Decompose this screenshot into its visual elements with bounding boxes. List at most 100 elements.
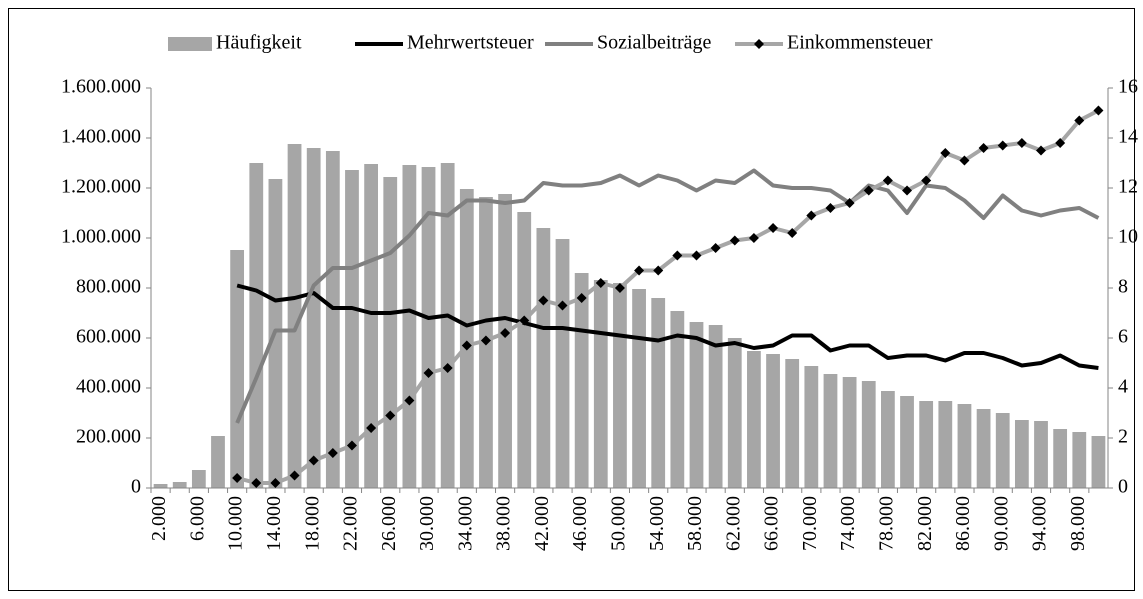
marker <box>346 440 357 451</box>
bar <box>230 250 245 488</box>
x-tick-label: 18.000 <box>301 496 323 551</box>
x-tick-label: 10.000 <box>225 496 247 551</box>
x-tick-label: 46.000 <box>569 496 591 551</box>
y-tick-label: 0 <box>131 476 141 498</box>
x-tick-label: 94.000 <box>1029 496 1051 551</box>
marker <box>825 203 836 213</box>
bar <box>842 377 857 488</box>
marker <box>270 478 281 488</box>
bar <box>957 404 972 488</box>
bar <box>249 163 264 488</box>
bar <box>383 177 398 488</box>
x-tick-label: 14.000 <box>263 496 285 551</box>
y2-tick-label: 16 <box>1118 76 1138 98</box>
marker <box>595 278 606 288</box>
marker <box>1016 138 1027 148</box>
x-tick-label: 62.000 <box>722 496 744 551</box>
marker <box>940 148 951 158</box>
x-tick-label: 38.000 <box>493 496 515 551</box>
y2-tick-label: 2 <box>1118 426 1128 448</box>
marker <box>232 473 243 483</box>
bar <box>325 151 340 488</box>
y2-tick-label: 12 <box>1118 176 1138 198</box>
marker <box>672 250 683 261</box>
bar <box>574 273 589 488</box>
legend-label: Mehrwertsteuer <box>407 32 534 54</box>
bar <box>306 148 321 488</box>
marker <box>978 143 989 153</box>
y-tick-label: 400.000 <box>76 376 141 398</box>
marker <box>748 233 759 243</box>
marker <box>787 228 798 238</box>
bar <box>708 325 723 488</box>
bar <box>287 144 302 488</box>
marker <box>921 175 932 186</box>
y2-tick-label: 14 <box>1118 126 1138 148</box>
bar <box>211 436 225 488</box>
bar <box>1091 436 1106 488</box>
y-tick-label: 1.000.000 <box>61 226 141 248</box>
bar <box>555 239 570 488</box>
marker <box>289 470 300 481</box>
bar <box>823 374 838 488</box>
marker <box>1036 145 1047 156</box>
x-tick-label: 6.000 <box>186 496 208 541</box>
bar <box>938 401 953 488</box>
bar <box>1014 420 1029 488</box>
bar <box>976 409 991 488</box>
line <box>236 283 1099 370</box>
y2-tick-label: 8 <box>1118 276 1128 298</box>
x-tick-label: 78.000 <box>875 496 897 551</box>
bar <box>1034 421 1048 488</box>
marker <box>1055 138 1066 148</box>
marker <box>327 448 338 458</box>
bar <box>785 359 800 488</box>
marker <box>863 185 874 196</box>
bar <box>880 391 895 488</box>
marker <box>461 340 472 351</box>
marker <box>902 185 913 196</box>
y-tick-label: 600.000 <box>76 326 141 348</box>
marker <box>576 293 587 303</box>
x-tick-label: 90.000 <box>990 496 1012 551</box>
legend-label: Häufigkeit <box>216 32 302 54</box>
bar <box>536 228 551 488</box>
marker <box>385 410 396 421</box>
legend-swatch <box>168 37 212 51</box>
bar <box>440 163 455 488</box>
marker <box>882 175 893 186</box>
x-tick-label: 66.000 <box>761 496 783 551</box>
bar <box>517 212 532 488</box>
x-tick-label: 58.000 <box>684 496 706 551</box>
marker <box>366 423 377 433</box>
bar <box>402 165 417 488</box>
marker <box>538 295 549 306</box>
bar <box>670 311 685 488</box>
y-tick-label: 1.200.000 <box>61 176 141 198</box>
legend-label: Sozialbeiträge <box>597 32 712 54</box>
marker <box>614 283 625 293</box>
bar <box>364 164 379 488</box>
legend-label: Einkommensteuer <box>787 32 933 54</box>
y2-tick-label: 10 <box>1118 226 1138 248</box>
bar <box>172 482 187 488</box>
bar <box>766 354 780 488</box>
marker <box>806 210 817 221</box>
marker <box>480 335 491 346</box>
bar <box>345 170 359 488</box>
marker <box>710 243 721 253</box>
y-tick-label: 800.000 <box>76 276 141 298</box>
marker <box>997 140 1008 151</box>
line <box>235 168 1100 424</box>
bar <box>498 194 512 488</box>
x-tick-label: 86.000 <box>952 496 974 551</box>
bar <box>421 167 436 488</box>
marker <box>768 223 779 233</box>
bar <box>1072 432 1087 488</box>
y2-tick-label: 0 <box>1118 476 1128 498</box>
legend-marker <box>754 39 764 49</box>
bar <box>191 470 206 488</box>
marker <box>423 368 434 378</box>
x-tick-label: 74.000 <box>837 496 859 551</box>
